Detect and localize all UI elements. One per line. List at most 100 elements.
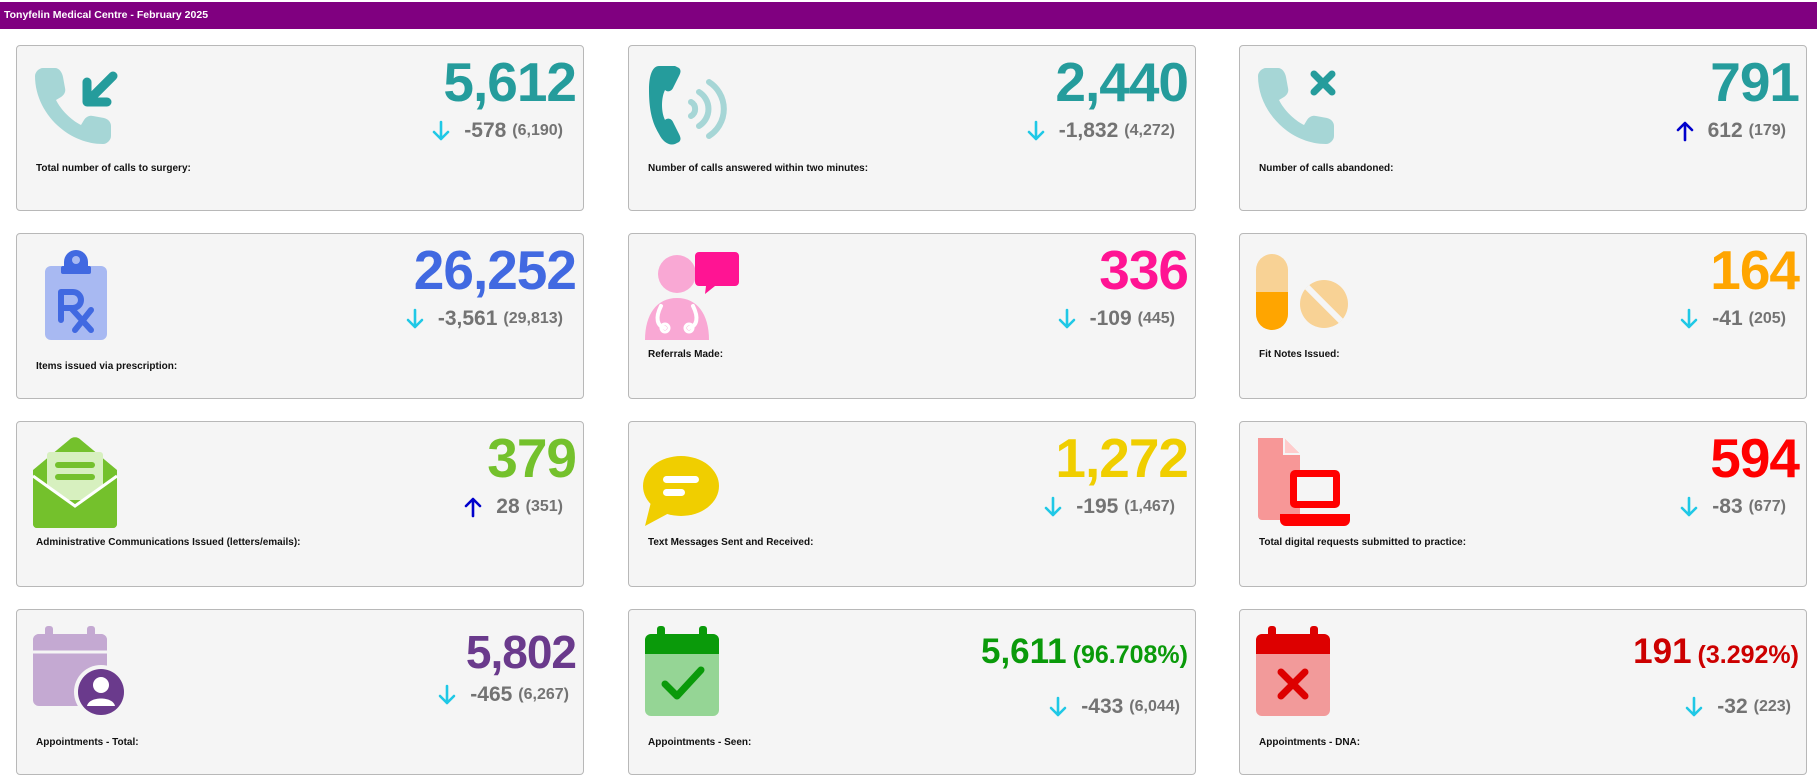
kpi-card-calls-abandoned: 791 612 (179) Number of calls abandoned: [1239, 45, 1807, 211]
prescription-clipboard-icon [31, 248, 127, 344]
kpi-previous-value: (6,267) [518, 686, 569, 703]
kpi-previous-value: (29,813) [503, 310, 563, 327]
kpi-label: Number of calls abandoned: [1259, 163, 1394, 174]
kpi-label: Total digital requests submitted to prac… [1259, 537, 1467, 548]
kpi-label: Appointments - Seen: [648, 737, 752, 748]
kpi-previous-value: (6,044) [1129, 698, 1180, 715]
document-laptop-icon [1254, 436, 1350, 532]
doctor-chat-icon [643, 248, 739, 344]
kpi-value: 26,252 [413, 239, 577, 301]
trend-down-arrow-icon [1058, 308, 1076, 330]
kpi-previous-value: (445) [1137, 310, 1175, 327]
pills-icon [1254, 248, 1350, 344]
kpi-change: -433 (6,044) [1049, 694, 1180, 720]
kpi-card-referrals: 336 -109 (445) Referrals Made: [628, 233, 1196, 399]
kpi-previous-value: (1,467) [1124, 498, 1175, 515]
kpi-value-percent: (96.708%) [1072, 641, 1188, 669]
calendar-person-icon [31, 624, 127, 720]
kpi-delta: -109 [1089, 307, 1132, 330]
kpi-change: -3,561 (29,813) [406, 306, 563, 332]
kpi-change: -32 (223) [1685, 694, 1791, 720]
kpi-card-appointments-dna: 191 (3.292%) -32 (223) Appointments - DNA… [1239, 609, 1807, 775]
open-envelope-icon [31, 436, 127, 532]
incoming-call-icon [31, 60, 127, 156]
kpi-value-number: 191 [1633, 632, 1692, 671]
kpi-label: Referrals Made: [648, 349, 724, 360]
report-header: Tonyfelin Medical Centre - February 2025 [0, 2, 1817, 29]
kpi-label: Fit Notes Issued: [1259, 349, 1340, 360]
kpi-delta: -433 [1081, 695, 1124, 718]
kpi-value: 379 [487, 427, 577, 489]
kpi-previous-value: (351) [525, 498, 563, 515]
kpi-previous-value: (223) [1753, 698, 1791, 715]
kpi-card-appointments-seen: 5,611 (96.708%) -433 (6,044) Appointments… [628, 609, 1196, 775]
missed-call-icon [1254, 60, 1350, 156]
kpi-delta: -41 [1712, 307, 1743, 330]
kpi-change: -1,832 (4,272) [1027, 118, 1175, 144]
speech-bubble-icon [643, 436, 739, 532]
kpi-change: -578 (6,190) [432, 118, 563, 144]
kpi-change: -195 (1,467) [1044, 494, 1175, 520]
kpi-change: -109 (445) [1058, 306, 1175, 332]
kpi-change: -83 (677) [1680, 494, 1786, 520]
calendar-check-icon [643, 624, 739, 720]
trend-down-arrow-icon [438, 684, 456, 706]
kpi-label: Text Messages Sent and Received: [648, 537, 814, 548]
kpi-change: -465 (6,267) [438, 682, 569, 708]
kpi-previous-value: (179) [1748, 122, 1786, 139]
trend-down-arrow-icon [1680, 496, 1698, 518]
kpi-label: Appointments - DNA: [1259, 737, 1361, 748]
trend-down-arrow-icon [432, 120, 450, 142]
kpi-label: Appointments - Total: [36, 737, 139, 748]
kpi-previous-value: (677) [1748, 498, 1786, 515]
kpi-value: 164 [1710, 239, 1800, 301]
calendar-cross-icon [1254, 624, 1350, 720]
kpi-label: Administrative Communications Issued (le… [36, 537, 301, 548]
kpi-delta: -1,832 [1058, 119, 1119, 142]
kpi-label: Items issued via prescription: [36, 361, 178, 372]
kpi-delta: -83 [1712, 495, 1743, 518]
kpi-change: -41 (205) [1680, 306, 1786, 332]
kpi-value: 5,612 [443, 51, 577, 113]
trend-down-arrow-icon [1049, 696, 1067, 718]
trend-down-arrow-icon [1680, 308, 1698, 330]
kpi-value: 791 [1710, 51, 1800, 113]
kpi-delta: 612 [1707, 119, 1743, 142]
kpi-value: 1,272 [1055, 427, 1189, 489]
kpi-value: 5,802 [465, 626, 577, 678]
trend-up-arrow-icon [464, 496, 482, 518]
kpi-delta: -578 [464, 119, 507, 142]
kpi-previous-value: (6,190) [512, 122, 563, 139]
kpi-value: 5,611 (96.708%) [981, 630, 1188, 677]
kpi-card-admin-comms: 379 28 (351) Administrative Communicatio… [16, 421, 584, 587]
kpi-delta: -32 [1717, 695, 1748, 718]
kpi-card-text-messages: 1,272 -195 (1,467) Text Messages Sent an… [628, 421, 1196, 587]
kpi-change: 612 (179) [1676, 118, 1786, 144]
kpi-label: Total number of calls to surgery: [36, 163, 191, 174]
kpi-card-digital-requests: 594 -83 (677) Total digital requests sub… [1239, 421, 1807, 587]
kpi-delta: -195 [1076, 495, 1119, 518]
kpi-value: 191 (3.292%) [1633, 630, 1799, 677]
kpi-value: 2,440 [1055, 51, 1189, 113]
trend-up-arrow-icon [1676, 120, 1694, 142]
kpi-previous-value: (4,272) [1124, 122, 1175, 139]
trend-down-arrow-icon [1027, 120, 1045, 142]
kpi-value: 336 [1099, 239, 1189, 301]
kpi-change: 28 (351) [464, 494, 563, 520]
kpi-delta: 28 [496, 495, 520, 518]
kpi-card-prescriptions: 26,252 -3,561 (29,813) Items issued via … [16, 233, 584, 399]
kpi-value-percent: (3.292%) [1697, 641, 1799, 669]
kpi-card-fit-notes: 164 -41 (205) Fit Notes Issued: [1239, 233, 1807, 399]
trend-down-arrow-icon [406, 308, 424, 330]
kpi-previous-value: (205) [1748, 310, 1786, 327]
kpi-label: Number of calls answered within two minu… [648, 163, 869, 174]
kpi-delta: -465 [470, 683, 513, 706]
kpi-value: 594 [1710, 427, 1800, 489]
kpi-card-calls-answered: 2,440 -1,832 (4,272) Number of calls ans… [628, 45, 1196, 211]
kpi-card-appointments-total: 5,802 -465 (6,267) Appointments - Total: [16, 609, 584, 775]
phone-ringing-icon [643, 60, 739, 156]
kpi-delta: -3,561 [437, 307, 498, 330]
kpi-value-number: 5,611 [980, 632, 1067, 671]
trend-down-arrow-icon [1685, 696, 1703, 718]
trend-down-arrow-icon [1044, 496, 1062, 518]
